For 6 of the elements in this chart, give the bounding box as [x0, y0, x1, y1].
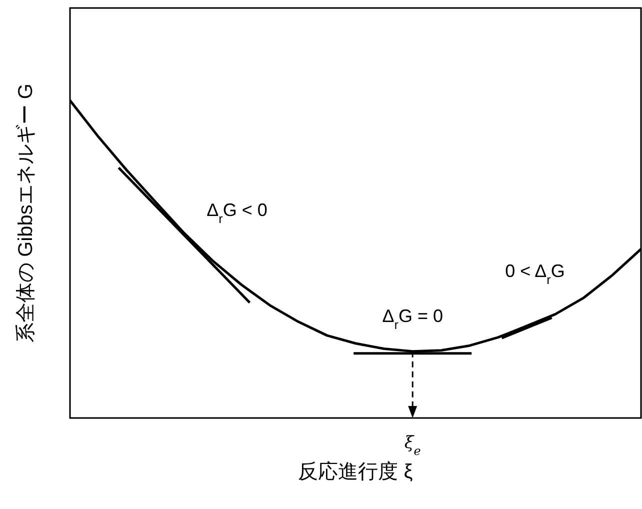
annotation: 0 < Δ$_{r}$G: [505, 261, 565, 287]
annotation: Δ$_{r}$G = 0: [382, 306, 443, 332]
text: ξ$_{e}$: [404, 433, 421, 458]
x-axis-title: 反応進行度 ξ: [298, 460, 413, 483]
annotation: Δ$_{r}$G < 0: [206, 200, 268, 226]
y-axis-title: 系全体の Gibbsエネルギー G: [15, 84, 37, 342]
